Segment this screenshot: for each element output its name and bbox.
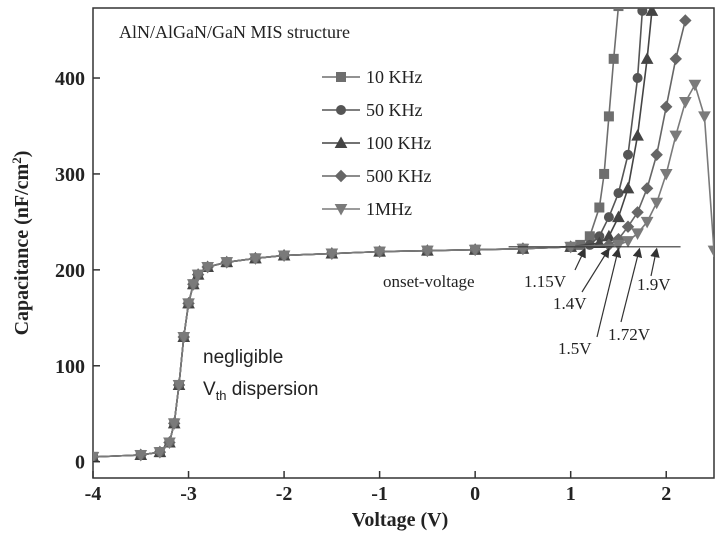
data-point [698, 111, 711, 123]
data-point [613, 188, 624, 199]
y-tick-label: 100 [55, 356, 85, 378]
data-point [182, 298, 195, 310]
onset-value: 1.15V [524, 272, 567, 291]
data-point [167, 418, 181, 430]
data-point [612, 239, 625, 252]
data-point [640, 182, 654, 195]
data-point [623, 149, 634, 160]
x-tick-label: 0 [470, 483, 480, 505]
onset-arrow [581, 247, 610, 293]
data-point [249, 253, 262, 265]
onset-arrow [650, 247, 660, 277]
onset-label: onset-voltage [383, 272, 475, 291]
data-point [599, 168, 610, 179]
y-label-main: Capacitance (nF/cm [11, 163, 33, 335]
y-label-end: ) [11, 151, 33, 158]
onset-arrow [620, 247, 643, 323]
y-tick-label: 300 [55, 164, 85, 186]
data-point [631, 206, 644, 219]
x-tick-label: 1 [566, 483, 576, 505]
x-tick-label: -2 [276, 483, 293, 505]
series-line [93, 8, 620, 458]
x-tick-label: -1 [371, 483, 388, 505]
note-sub: th [216, 388, 227, 403]
data-point [325, 248, 339, 261]
onset-value: 1.72V [608, 325, 651, 344]
x-tick-label: 2 [661, 483, 671, 505]
y-tick-label: 200 [55, 260, 85, 282]
y-label-sup: 2 [9, 157, 24, 164]
data-point [631, 228, 644, 240]
data-point [669, 130, 683, 143]
onset-value: 1.5V [558, 339, 592, 358]
data-point [688, 79, 702, 92]
data-point [93, 451, 100, 464]
data-point [201, 261, 214, 274]
y-tick-label: 0 [75, 452, 85, 474]
onset-value: 1.4V [553, 294, 587, 313]
note-v: V [203, 379, 216, 400]
data-point [660, 100, 673, 114]
legend-label: 500 KHz [366, 166, 432, 186]
data-point [603, 111, 614, 122]
legend-label: 10 KHz [366, 67, 423, 87]
onset-arrow [574, 247, 586, 271]
data-point [669, 52, 682, 66]
legend-label: 50 KHz [366, 100, 423, 120]
x-tick-label: -3 [180, 483, 197, 505]
data-point [650, 148, 663, 161]
data-point [608, 53, 619, 64]
data-point [594, 202, 605, 213]
legend-label: 1MHz [366, 199, 412, 219]
data-point [678, 97, 692, 109]
legend-marker [334, 204, 348, 216]
data-point [468, 244, 482, 257]
note: Vth dispersion [203, 379, 318, 403]
data-point [277, 250, 291, 263]
y-axis-label: Capacitance (nF/cm2) [9, 151, 33, 336]
data-point [172, 379, 186, 392]
data-point [220, 257, 234, 269]
data-point [640, 52, 654, 64]
legend-marker [334, 136, 348, 148]
plot-area [93, 8, 714, 464]
data-point [632, 73, 643, 84]
data-point [612, 210, 625, 223]
x-axis-label: Voltage (V) [352, 509, 448, 531]
x-tick-label: -4 [85, 483, 102, 505]
data-point [679, 14, 692, 27]
data-point [134, 449, 148, 462]
note-rest: dispersion [227, 379, 319, 400]
data-point [421, 245, 434, 258]
data-point [177, 332, 191, 344]
data-point [650, 197, 664, 210]
data-point [191, 269, 205, 282]
y-tick-label: 400 [55, 68, 85, 90]
data-point [659, 168, 673, 181]
note: negligible [203, 347, 283, 368]
data-point [153, 447, 167, 459]
data-point [640, 216, 654, 229]
data-point [707, 245, 714, 258]
legend-marker [334, 169, 348, 183]
legend-marker [336, 72, 346, 82]
data-point [637, 8, 648, 16]
data-point [603, 212, 614, 223]
data-point [621, 181, 635, 194]
data-point [186, 279, 200, 291]
data-point [645, 8, 659, 16]
data-point [613, 8, 624, 12]
legend-label: 100 KHz [366, 133, 432, 153]
data-point [621, 236, 635, 248]
legend-marker [336, 105, 346, 115]
data-point [584, 231, 595, 242]
onset-value: 1.9V [637, 275, 671, 294]
data-point [163, 437, 176, 450]
data-point [631, 129, 644, 141]
onset-arrow [596, 247, 622, 338]
chart-title: AlN/AlGaN/GaN MIS structure [119, 22, 350, 42]
data-point [621, 220, 635, 233]
data-point [373, 246, 386, 259]
